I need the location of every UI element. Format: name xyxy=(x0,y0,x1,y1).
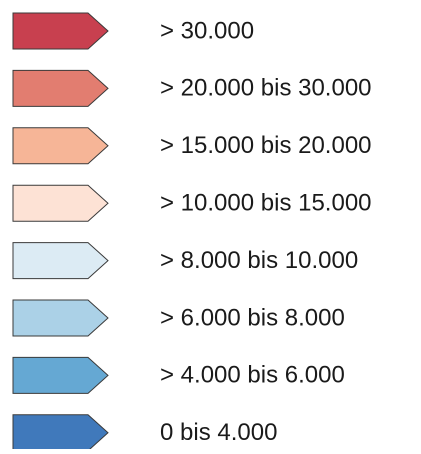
legend-swatch xyxy=(12,356,109,394)
legend-label: > 15.000 bis 20.000 xyxy=(160,132,372,159)
legend-swatch xyxy=(12,12,109,50)
legend-swatch xyxy=(12,127,109,165)
legend-swatch xyxy=(12,184,109,222)
legend-label: > 6.000 bis 8.000 xyxy=(160,304,345,331)
legend-label: > 20.000 bis 30.000 xyxy=(160,75,372,102)
legend-label: > 30.000 xyxy=(160,17,254,44)
legend-label: > 10.000 bis 15.000 xyxy=(160,190,372,217)
legend-swatch xyxy=(12,299,109,337)
legend-label: 0 bis 4.000 xyxy=(160,419,277,446)
legend-swatch xyxy=(12,414,109,452)
legend-label: > 8.000 bis 10.000 xyxy=(160,247,358,274)
legend-label: > 4.000 bis 6.000 xyxy=(160,362,345,389)
legend-swatch xyxy=(12,69,109,107)
legend-swatch xyxy=(12,242,109,280)
